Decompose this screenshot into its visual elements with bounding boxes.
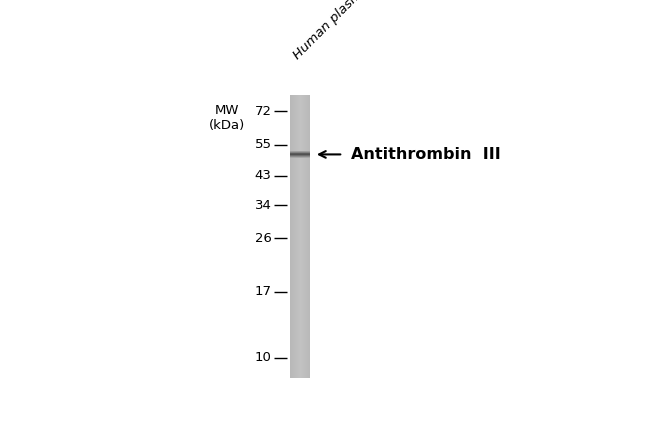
Text: MW
(kDa): MW (kDa) (209, 104, 246, 132)
Text: 10: 10 (255, 351, 272, 364)
Text: 26: 26 (255, 232, 272, 245)
Text: 17: 17 (255, 285, 272, 298)
Text: 55: 55 (255, 138, 272, 151)
Text: 34: 34 (255, 198, 272, 211)
Text: 43: 43 (255, 169, 272, 182)
Text: Human plasma: Human plasma (291, 0, 371, 62)
Text: Antithrombin  III: Antithrombin III (351, 147, 500, 162)
Text: 72: 72 (255, 105, 272, 118)
